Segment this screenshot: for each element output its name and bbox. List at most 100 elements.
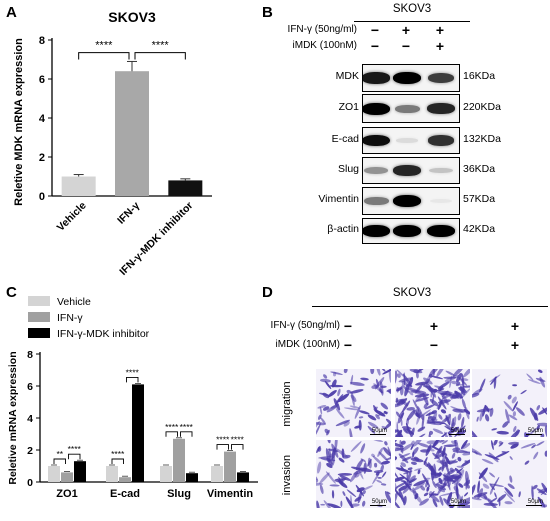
panel-b-western-blot: SKOV3 IFN-γ (50ng/ml) − + + iMDK (100nM) − − + … — [262, 0, 550, 282]
bar — [237, 472, 249, 482]
blot-band — [427, 135, 455, 146]
x-tick-label: E-cad — [110, 488, 140, 500]
condition-mark: − — [343, 318, 353, 334]
bar — [211, 466, 223, 482]
transwell-image: 50μm — [472, 369, 547, 437]
y-tick-label: 2 — [27, 445, 33, 457]
condition-mark: + — [435, 38, 445, 54]
condition-mark: − — [429, 337, 439, 353]
significance-label: ** — [56, 449, 63, 459]
blot-band — [394, 104, 420, 113]
panel-label-c: C — [6, 284, 17, 301]
significance-label: **** — [111, 449, 125, 459]
y-axis-label: Reletive MDK mRNA expression — [13, 38, 25, 206]
cell-stain — [395, 440, 470, 508]
y-tick-label: 0 — [27, 477, 33, 489]
legend-swatch — [28, 312, 50, 322]
significance-bracket — [134, 52, 186, 60]
scale-bar: 50μm — [527, 428, 543, 434]
transwell-title-line — [312, 306, 548, 307]
y-tick-label: 6 — [27, 381, 33, 393]
legend-swatch — [28, 296, 50, 306]
blot-protein-label: Slug — [337, 162, 359, 175]
bar — [186, 473, 198, 482]
legend-label: Vehicle — [57, 296, 91, 308]
blot-band — [393, 195, 421, 207]
significance-bracket — [216, 444, 229, 450]
condition-label: iMDK (100nM) — [275, 339, 340, 350]
scale-bar-line — [370, 434, 386, 435]
significance-bracket — [126, 376, 139, 383]
blot-protein-label: E-cad — [331, 132, 359, 145]
legend-swatch — [28, 328, 50, 338]
scale-bar-line — [449, 505, 465, 506]
condition-mark: + — [435, 22, 445, 38]
chart-title: SKOV3 — [108, 9, 156, 25]
significance-bracket — [231, 444, 244, 450]
significance-label: **** — [216, 435, 230, 445]
blot-title: SKOV3 — [392, 3, 432, 15]
blot-protein-label: β-actin — [327, 223, 359, 235]
significance-bracket — [78, 52, 130, 60]
condition-mark: − — [370, 22, 380, 38]
transwell-image: 50μm — [472, 440, 547, 508]
significance-label: **** — [126, 367, 140, 377]
row-label: invasion — [281, 454, 293, 496]
blot-band — [393, 225, 421, 237]
blot-protein-label: MDK — [335, 70, 359, 82]
row-label: migration — [281, 381, 293, 427]
blot-strip — [362, 64, 460, 92]
condition-mark: − — [343, 337, 353, 353]
blot-band — [393, 72, 421, 84]
panel-a-chart: SKOV3 0 2 4 6 8 Reletive MDK mRNA expression Ve… — [13, 9, 212, 278]
scale-bar: 50μm — [450, 499, 466, 505]
blot-band — [363, 102, 390, 115]
bar — [224, 451, 236, 482]
blot-strip — [362, 218, 460, 244]
bar — [132, 384, 144, 482]
blot-band — [363, 72, 390, 84]
bar — [106, 466, 118, 482]
significance-bracket — [53, 458, 66, 464]
y-axis-label: Reletive mRNA expression — [7, 351, 19, 484]
y-tick-label: 4 — [39, 113, 46, 125]
blot-band — [363, 166, 389, 175]
scale-bar: 50μm — [371, 428, 387, 434]
transwell-image: 50μm — [395, 440, 470, 508]
blot-protein-label: ZO1 — [338, 100, 359, 113]
condition-mark: + — [510, 337, 520, 353]
blot-title-line — [354, 21, 470, 22]
blot-band — [363, 197, 389, 205]
scale-bar: 50μm — [527, 499, 543, 505]
y-tick-label: 2 — [39, 152, 45, 164]
panel-label-b: B — [262, 4, 273, 21]
y-tick-label: 8 — [27, 349, 33, 361]
scale-bar: 50μm — [450, 428, 466, 434]
condition-mark: − — [401, 38, 411, 54]
blot-strip — [362, 127, 460, 154]
significance-bracket — [111, 458, 124, 464]
cell-stain — [316, 369, 391, 437]
blot-band — [427, 225, 455, 237]
blot-band — [427, 103, 455, 114]
blot-band — [395, 138, 419, 143]
scale-bar-line — [526, 434, 542, 435]
row-label-anchor: migration — [280, 381, 294, 426]
x-tick-label: IFN-γ — [115, 200, 142, 227]
significance-bracket — [165, 431, 178, 437]
significance-label: **** — [95, 40, 113, 52]
cell-stain — [472, 440, 547, 508]
condition-mark: + — [429, 318, 439, 334]
condition-label: IFN-γ (50ng/ml) — [287, 24, 357, 35]
cell-stain — [395, 369, 470, 437]
blot-band — [429, 198, 453, 204]
blot-band — [363, 134, 390, 147]
bar — [173, 438, 185, 482]
x-tick-label: Slug — [167, 488, 191, 500]
transwell-image: 50μm — [316, 440, 391, 508]
x-tick-label: Vimentin — [207, 488, 254, 500]
cell-stain — [472, 369, 547, 437]
bar — [74, 461, 86, 482]
panel-d-transwell: SKOV3 IFN-γ (50ng/ml) − + + iMDK (100nM) − − + … — [262, 282, 550, 521]
bar — [61, 176, 96, 196]
